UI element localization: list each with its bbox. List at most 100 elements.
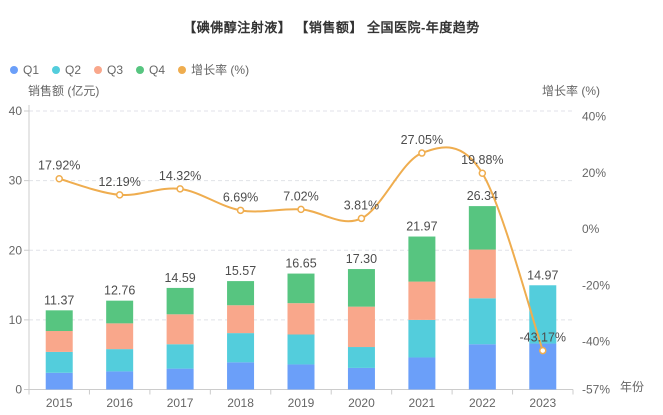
bar-2015-q4[interactable]: [45, 310, 73, 332]
bar-total-label: 17.30: [346, 252, 377, 266]
legend-label: Q2: [65, 62, 82, 77]
growth-point-2022[interactable]: [478, 169, 487, 177]
legend-label: Q4: [149, 62, 166, 77]
left-tick-label: 0: [15, 383, 22, 397]
growth-label: 17.92%: [38, 159, 80, 173]
growth-point-2019[interactable]: [297, 205, 305, 214]
bar-2020-q4[interactable]: [347, 269, 375, 307]
growth-label: -43.17%: [519, 331, 566, 345]
growth-point-2016[interactable]: [115, 191, 124, 199]
bar-2019-q2[interactable]: [287, 334, 315, 365]
right-axis-name: 增长率 (%): [542, 84, 600, 98]
x-axis-name: 年份: [620, 380, 645, 394]
bar-2019-q3[interactable]: [287, 303, 315, 335]
x-tick-label: 2017: [167, 396, 194, 410]
x-tick-label: 2015: [46, 396, 73, 410]
legend-dot-icon: [52, 65, 61, 74]
bar-2019-q1[interactable]: [287, 364, 315, 390]
bar-2016-q3[interactable]: [106, 323, 134, 350]
bar-2018-q3[interactable]: [227, 305, 255, 334]
bar-2021-q1[interactable]: [408, 357, 436, 390]
legend-item-q3[interactable]: Q3: [94, 63, 123, 77]
bar-2016-q1[interactable]: [106, 371, 134, 390]
bar-2021-q3[interactable]: [408, 281, 436, 320]
x-tick-label: 2016: [106, 396, 133, 410]
left-tick-label: 40: [9, 104, 23, 118]
growth-label: 3.81%: [344, 198, 379, 212]
growth-point-2023[interactable]: [539, 346, 547, 355]
bar-total-label: 11.37: [44, 293, 74, 307]
right-tick-label: -57%: [582, 383, 610, 397]
bar-total-label: 26.34: [467, 189, 498, 203]
bar-2018-q1[interactable]: [227, 362, 255, 390]
legend-dot-icon: [178, 65, 187, 74]
left-tick-label: 20: [9, 243, 23, 257]
left-tick-label: 10: [9, 313, 23, 327]
bar-total-label: 15.57: [225, 264, 256, 278]
legend-item-growth-rate[interactable]: 增长率 (%): [178, 61, 249, 78]
legend-dot-icon: [136, 65, 145, 74]
right-tick-label: -20%: [582, 278, 610, 292]
bar-2018-q2[interactable]: [227, 333, 255, 363]
bar-2015-q3[interactable]: [45, 331, 73, 352]
bar-2017-q2[interactable]: [166, 344, 194, 369]
growth-label: 27.05%: [401, 133, 443, 147]
bar-total-label: 12.76: [104, 284, 135, 298]
bar-2021-q2[interactable]: [408, 319, 436, 358]
bar-2022-q1[interactable]: [468, 344, 496, 390]
legend-item-q1[interactable]: Q1: [10, 63, 39, 77]
bar-2022-q2[interactable]: [468, 298, 496, 345]
bar-2020-q3[interactable]: [347, 306, 375, 348]
bar-2022-q4[interactable]: [468, 206, 496, 250]
legend-item-q2[interactable]: Q2: [52, 63, 81, 77]
growth-label: 6.69%: [223, 190, 258, 204]
x-tick-label: 2020: [348, 396, 375, 410]
growth-point-2021[interactable]: [418, 149, 426, 157]
right-tick-label: 20%: [582, 166, 606, 180]
x-tick-label: 2021: [409, 396, 436, 410]
growth-label: 19.88%: [461, 153, 503, 167]
legend-dot-icon: [94, 65, 103, 74]
growth-label: 14.32%: [159, 169, 201, 183]
growth-label: 12.19%: [98, 175, 140, 189]
x-tick-label: 2023: [529, 396, 556, 410]
bar-2017-q4[interactable]: [166, 287, 194, 315]
legend-dot-icon: [10, 65, 18, 74]
bar-2016-q2[interactable]: [106, 349, 134, 372]
left-tick-label: 30: [9, 174, 23, 188]
bar-total-label: 14.97: [527, 268, 558, 282]
bar-2020-q1[interactable]: [347, 367, 375, 390]
bar-2023-q2[interactable]: [529, 285, 557, 344]
x-tick-label: 2019: [288, 396, 315, 410]
left-axis-name: 销售额 (亿元): [28, 84, 100, 98]
bar-2019-q4[interactable]: [287, 273, 315, 304]
chart-title: 【碘佛醇注射液】 【销售额】 全国医院-年度趋势: [183, 20, 480, 35]
bar-total-label: 21.97: [406, 220, 437, 234]
growth-point-2017[interactable]: [176, 185, 184, 193]
bar-2022-q3[interactable]: [468, 249, 496, 299]
bar-2021-q4[interactable]: [408, 236, 436, 282]
right-tick-label: 40%: [582, 110, 606, 124]
growth-point-2020[interactable]: [357, 214, 366, 223]
growth-point-2018[interactable]: [236, 206, 245, 215]
legend-label: 增长率 (%): [191, 63, 250, 77]
legend: Q1 Q2 Q3 Q4 增长率 (%): [10, 61, 249, 78]
bar-2017-q3[interactable]: [166, 314, 194, 345]
right-tick-label: 0%: [582, 222, 600, 236]
legend-label: Q1: [23, 62, 40, 77]
bar-2016-q4[interactable]: [106, 300, 134, 324]
bar-2020-q2[interactable]: [347, 347, 375, 368]
bar-2015-q1[interactable]: [45, 372, 73, 390]
bar-2018-q4[interactable]: [227, 281, 255, 306]
x-tick-label: 2018: [227, 396, 254, 410]
bar-2015-q2[interactable]: [45, 351, 73, 373]
right-tick-label: -40%: [582, 335, 610, 349]
legend-label: Q3: [107, 62, 124, 77]
growth-label: 7.02%: [283, 189, 318, 203]
legend-item-q4[interactable]: Q4: [136, 63, 165, 77]
bar-total-label: 16.65: [285, 257, 316, 271]
growth-point-2015[interactable]: [55, 174, 63, 183]
bar-2017-q1[interactable]: [166, 368, 194, 390]
